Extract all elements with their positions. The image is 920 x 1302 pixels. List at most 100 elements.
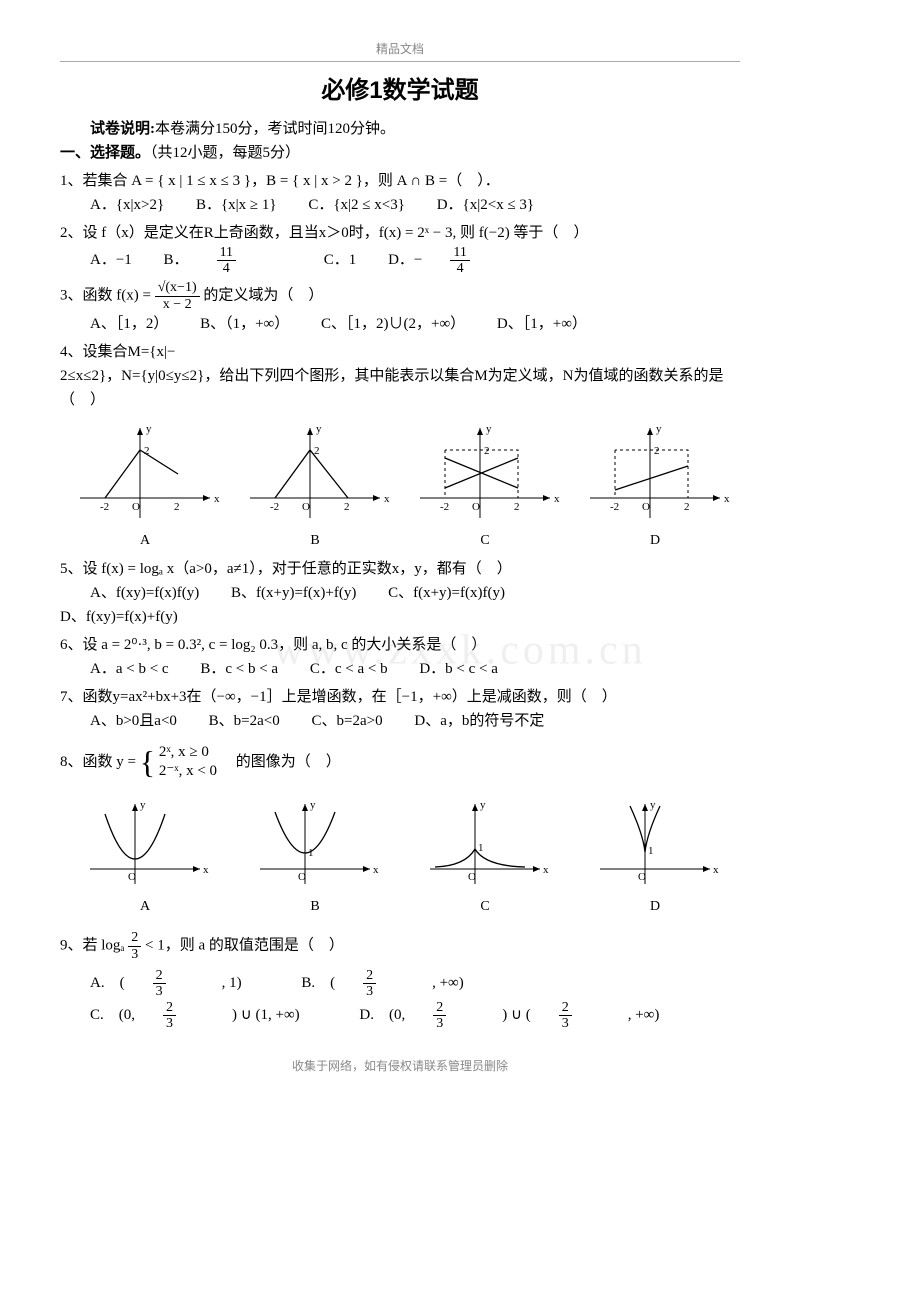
svg-text:O: O <box>472 501 480 513</box>
q5-opt-d: D、f(xy)=f(x)+f(y) <box>60 605 740 629</box>
q2-b-num: 11 <box>217 245 236 261</box>
q9d-mid: ) ∪ ( <box>502 1003 530 1027</box>
q9-pre: 9、若 logₐ <box>60 937 128 953</box>
question-6: 6、设 a = 2⁰·³, b = 0.3², c = log₂ 0.3，则 a… <box>60 633 740 681</box>
section-1-sub: （共12小题，每题5分） <box>150 145 300 161</box>
q3-opt-b: B、（1，+∞） <box>200 312 289 336</box>
q9-opt-c: C. (0, 23) ∪ (1, +∞) <box>90 1000 328 1032</box>
q8-pre: 8、函数 y = <box>60 754 140 770</box>
q1-opt-d: D．{x|2<x ≤ 3} <box>437 193 534 217</box>
q8-piece1: 2ˣ, x ≥ 0 <box>159 743 217 763</box>
question-2: 2、设 f（x）是定义在R上奇函数，且当x＞0时，f(x) = 2ˣ − 3, … <box>60 221 740 277</box>
q9c-pre: C. (0, <box>90 1003 135 1027</box>
svg-text:O: O <box>638 871 646 883</box>
q9c-num: 2 <box>163 1000 176 1016</box>
q4-line2: 2≤x≤2}，N={y|0≤y≤2}，给出下列四个图形，其中能表示以集合M为定义… <box>60 368 724 408</box>
question-3: 3、函数 f(x) = √(x−1)x − 2 的定义域为（ ） A、［1，2）… <box>60 280 740 336</box>
q1-opt-c: C．{x|2 ≤ x<3} <box>308 193 405 217</box>
q7-stem: 7、函数y=ax²+bx+3在（−∞，−1］上是增函数，在［−1，+∞）上是减函… <box>60 685 740 709</box>
q9d-den1: 3 <box>433 1016 446 1031</box>
question-9: 9、若 logₐ 23 < 1，则 a 的取值范围是（ ） A. (23, 1)… <box>60 930 740 1031</box>
q8-diagram-d: Ox y 1 D <box>590 794 720 918</box>
q9c-post: ) ∪ (1, +∞) <box>232 1003 300 1027</box>
q3-opt-a: A、［1，2） <box>90 312 168 336</box>
q9-stem: 9、若 logₐ 23 < 1，则 a 的取值范围是（ ） <box>60 930 740 962</box>
svg-text:x: x <box>373 864 379 876</box>
q8-cap-d: D <box>590 896 720 918</box>
q8-cap-a: A <box>80 896 210 918</box>
q3-opt-d: D、［1，+∞） <box>497 312 587 336</box>
svg-text:x: x <box>384 493 390 505</box>
svg-text:x: x <box>713 864 719 876</box>
q2-opt-a: A．−1 <box>90 248 132 272</box>
svg-text:y: y <box>480 799 486 811</box>
q2-b-pre: B． <box>164 248 189 272</box>
q2-opt-b: B．114 <box>164 245 293 277</box>
svg-text:x: x <box>554 493 560 505</box>
svg-text:y: y <box>650 799 656 811</box>
q4-diagram-c: x y O -2 2 2 C <box>410 418 560 552</box>
svg-text:O: O <box>298 871 306 883</box>
svg-text:1: 1 <box>648 845 654 857</box>
q4-line1: 4、设集合M={x|− <box>60 344 175 360</box>
q7-opt-d: D、a，b的符号不定 <box>414 709 544 733</box>
svg-text:O: O <box>302 501 310 513</box>
svg-text:1: 1 <box>478 842 484 854</box>
q7-opt-b: B、b=2a<0 <box>209 709 280 733</box>
svg-text:2: 2 <box>684 501 690 513</box>
svg-text:O: O <box>132 501 140 513</box>
section-1-heading: 一、选择题。（共12小题，每题5分） <box>60 141 740 165</box>
header-top: 精品文档 <box>60 40 740 62</box>
svg-text:-2: -2 <box>270 501 279 513</box>
q3-stem: 3、函数 f(x) = √(x−1)x − 2 的定义域为（ ） <box>60 280 740 312</box>
svg-text:2: 2 <box>654 445 660 457</box>
svg-text:y: y <box>146 423 152 435</box>
q8-cap-c: C <box>420 896 550 918</box>
q1-opt-b: B．{x|x ≥ 1} <box>196 193 277 217</box>
q9d-num2: 2 <box>559 1000 572 1016</box>
svg-text:-2: -2 <box>440 501 449 513</box>
q4-diagram-a: x y O -2 2 2 A <box>70 418 220 552</box>
q9a-den: 3 <box>153 984 166 999</box>
svg-text:2: 2 <box>174 501 180 513</box>
q5-opt-c: C、f(x+y)=f(x)f(y) <box>388 581 505 605</box>
q4-cap-a: A <box>70 530 220 552</box>
svg-text:y: y <box>316 423 322 435</box>
q9d-post: , +∞) <box>628 1003 660 1027</box>
svg-text:x: x <box>214 493 220 505</box>
svg-text:y: y <box>310 799 316 811</box>
q3-num: √(x−1) <box>155 280 200 296</box>
page-title: 必修1数学试题 <box>60 72 740 110</box>
q8-diagram-b: Oxy 1 B <box>250 794 380 918</box>
q5-opt-a: A、f(xy)=f(x)f(y) <box>90 581 199 605</box>
q5-stem: 5、设 f(x) = logₐ x（a>0，a≠1），对于任意的正实数x，y，都… <box>60 557 740 581</box>
q8-diagrams: Oxy A Oxy 1 B Oxy 1 C Oxy 1 <box>60 794 740 918</box>
svg-text:x: x <box>543 864 549 876</box>
instructions: 试卷说明:本卷满分150分，考试时间120分钟。 <box>60 117 740 141</box>
q1-opt-a: A．{x|x>2} <box>90 193 164 217</box>
question-5: 5、设 f(x) = logₐ x（a>0，a≠1），对于任意的正实数x，y，都… <box>60 557 740 629</box>
q9d-den2: 3 <box>559 1016 572 1031</box>
q6-opt-a: A．a < b < c <box>90 657 169 681</box>
q2-d-pre: D．− <box>388 248 422 272</box>
q3-den: x − 2 <box>155 297 200 312</box>
q9-post: < 1，则 a 的取值范围是（ ） <box>145 937 344 953</box>
q3-opt-c: C、［1，2)∪(2，+∞） <box>321 312 465 336</box>
q8-diagram-a: Oxy A <box>80 794 210 918</box>
q9b-den: 3 <box>363 984 376 999</box>
q4-diagram-b: x y O -2 2 2 B <box>240 418 390 552</box>
question-4: 4、设集合M={x|− 2≤x≤2}，N={y|0≤y≤2}，给出下列四个图形，… <box>60 340 740 412</box>
svg-text:x: x <box>203 864 209 876</box>
svg-text:2: 2 <box>484 445 490 457</box>
svg-text:2: 2 <box>514 501 520 513</box>
instructions-label: 试卷说明: <box>90 121 155 137</box>
q9-den: 3 <box>128 947 141 962</box>
q2-d-den: 4 <box>450 261 469 276</box>
q8-piece2: 2⁻ˣ, x < 0 <box>159 762 217 782</box>
svg-text:-2: -2 <box>100 501 109 513</box>
svg-text:x: x <box>724 493 730 505</box>
instructions-text: 本卷满分150分，考试时间120分钟。 <box>155 121 395 137</box>
svg-text:-2: -2 <box>610 501 619 513</box>
footer: 收集于网络，如有侵权请联系管理员删除 <box>60 1057 740 1076</box>
question-1: 1、若集合 A = { x | 1 ≤ x ≤ 3 }，B = { x | x … <box>60 169 740 217</box>
